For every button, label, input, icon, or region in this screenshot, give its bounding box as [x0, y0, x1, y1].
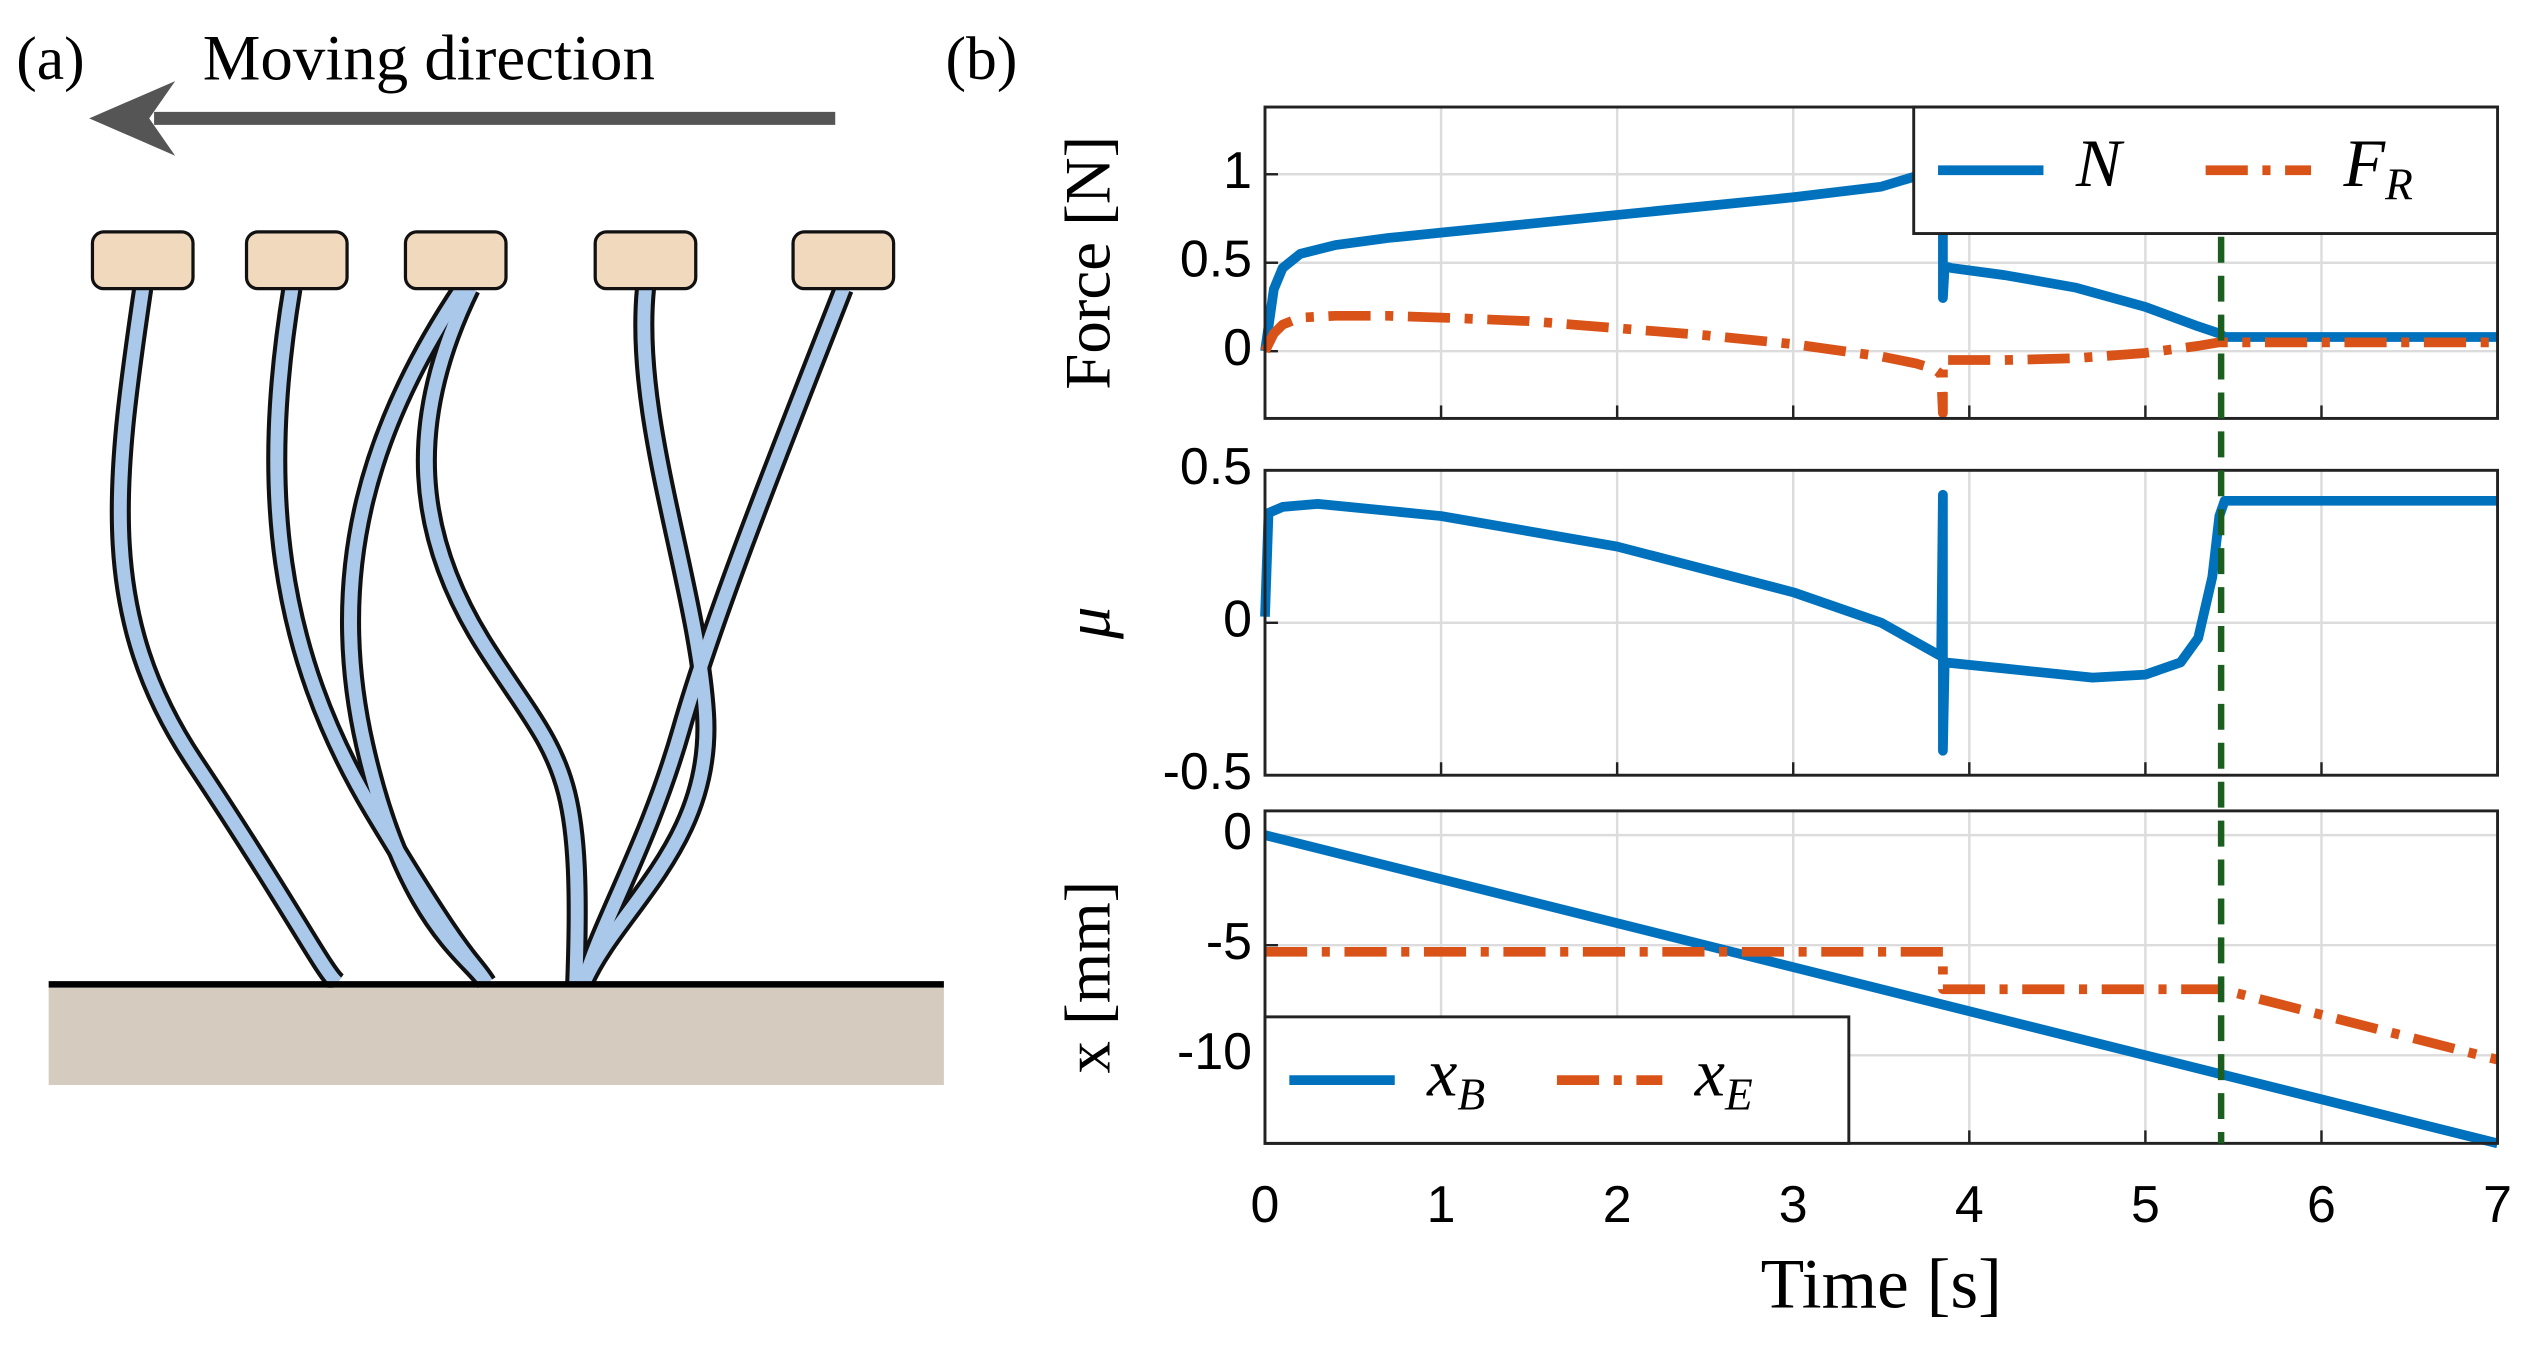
ground [48, 987, 944, 1085]
panel-label: (b) [946, 25, 1018, 93]
data-line [1263, 830, 2499, 1149]
x-tick-label: 3 [1779, 1175, 1808, 1233]
x-tick-label: 0 [1251, 1175, 1280, 1233]
plot-frame [1263, 105, 2500, 420]
plot-frame [1263, 809, 2500, 1145]
x-tick-label: 5 [2131, 1175, 2160, 1233]
x-tick-label: 1 [1427, 1175, 1456, 1233]
arrow-label: Moving direction [203, 23, 655, 95]
y-axis-label: μ [1053, 606, 1125, 640]
y-tick-label: -10 [1177, 1022, 1252, 1080]
legend-label: N [2075, 125, 2125, 201]
y-axis-label: x [mm] [1053, 881, 1125, 1074]
y-tick-label: 0 [1223, 318, 1252, 376]
arrow-head [89, 81, 176, 156]
y-tick-label: 0 [1223, 802, 1252, 860]
x-tick-label: 7 [2483, 1175, 2512, 1233]
x-tick-label: 4 [1955, 1175, 1984, 1233]
y-tick-label: 0.5 [1180, 437, 1252, 495]
y-tick-label: -0.5 [1163, 742, 1252, 800]
data-line [1260, 310, 2498, 418]
x-tick-label: 2 [1603, 1175, 1632, 1233]
data-line [1260, 489, 2498, 756]
y-tick-label: 1 [1223, 141, 1252, 199]
holders [90, 230, 896, 291]
x-tick-label: 6 [2307, 1175, 2336, 1233]
data-line [1264, 946, 2499, 1065]
y-tick-label: -5 [1206, 912, 1252, 970]
x-axis-label: Time [s] [1761, 1244, 2002, 1323]
y-tick-label: 0.5 [1180, 229, 1252, 287]
fibers [109, 282, 854, 992]
y-tick-label: 0 [1223, 589, 1252, 647]
panel-a: (a) Moving direction [16, 23, 944, 1085]
y-axis-label: Force [N] [1053, 136, 1125, 390]
panel-label: (a) [16, 25, 84, 93]
plot-frame [1263, 468, 2500, 777]
